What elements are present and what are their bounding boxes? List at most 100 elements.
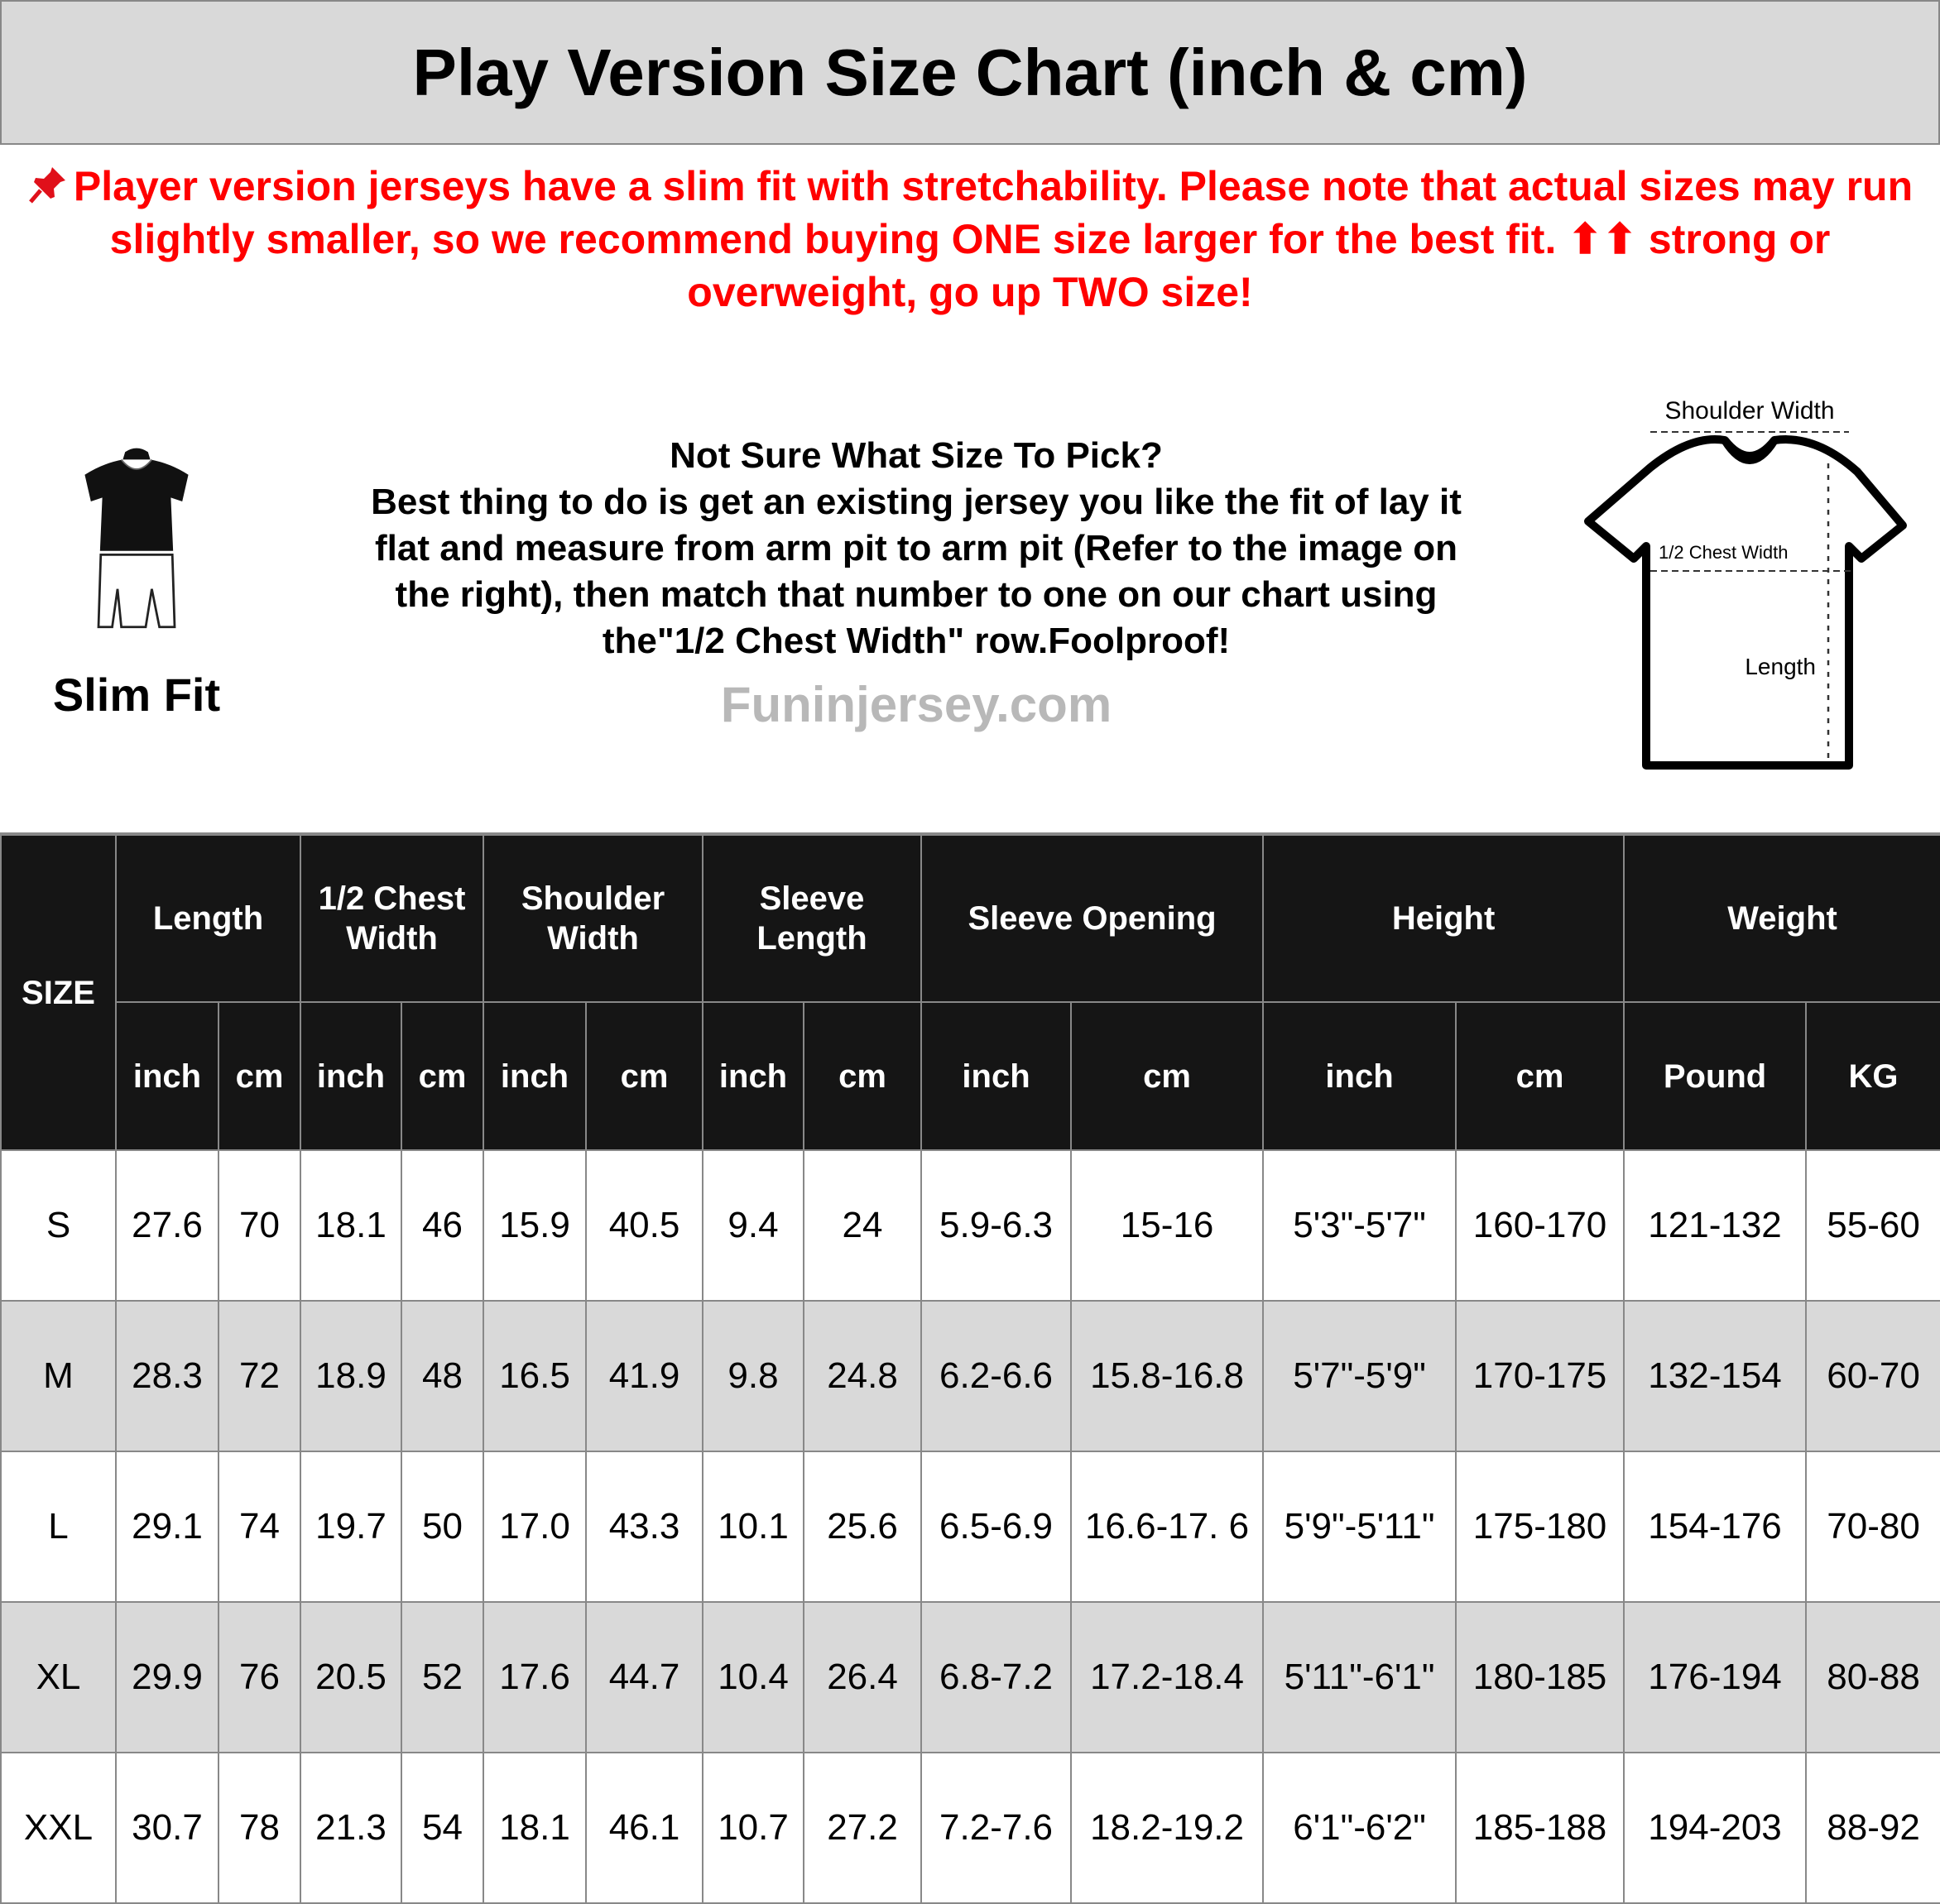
value-cell: 185-188: [1455, 1752, 1625, 1904]
value-cell: 88-92: [1805, 1752, 1940, 1904]
value-cell: 70-80: [1805, 1451, 1940, 1603]
value-cell: 5'11"-6'1": [1262, 1601, 1457, 1753]
unit-header: Pound: [1623, 1001, 1808, 1151]
value-cell: 121-132: [1623, 1149, 1808, 1302]
value-cell: 55-60: [1805, 1149, 1940, 1302]
group-header: 1/2 Chest Width: [299, 834, 485, 1003]
size-cell: XXL: [0, 1752, 117, 1904]
notice-line-1: Player version jerseys have a slim fit w…: [73, 163, 1914, 209]
value-cell: 9.8: [702, 1300, 805, 1452]
guide-line: flat and measure from arm pit to arm pit…: [375, 527, 1457, 568]
value-cell: 41.9: [585, 1300, 704, 1452]
size-header: SIZE: [0, 834, 117, 1151]
value-cell: 160-170: [1455, 1149, 1625, 1302]
value-cell: 5'7"-5'9": [1262, 1300, 1457, 1452]
value-cell: 30.7: [115, 1752, 219, 1904]
notice-line-3: go up TWO size!: [929, 269, 1253, 315]
value-cell: 20.5: [300, 1601, 402, 1753]
group-header: Height: [1262, 834, 1625, 1003]
value-cell: 6.8-7.2: [920, 1601, 1073, 1753]
size-cell: XL: [0, 1601, 117, 1753]
value-cell: 74: [218, 1451, 301, 1603]
unit-header: inch: [920, 1001, 1073, 1151]
value-cell: 6'1"-6'2": [1262, 1752, 1457, 1904]
value-cell: 194-203: [1623, 1752, 1808, 1904]
value-cell: 17.2-18.4: [1070, 1601, 1265, 1753]
guide-line: the right), then match that number to on…: [395, 573, 1438, 615]
value-cell: 154-176: [1623, 1451, 1808, 1603]
guide-heading: Not Sure What Size To Pick?: [670, 434, 1163, 476]
value-cell: 5'9"-5'11": [1262, 1451, 1457, 1603]
value-cell: 10.1: [702, 1451, 805, 1603]
size-cell: L: [0, 1451, 117, 1603]
shirt-measurement-diagram: Shoulder Width 1/2 Chest Width Length: [1584, 397, 1907, 770]
pushpin-icon: [28, 167, 65, 204]
fit-column: Slim Fit: [0, 444, 273, 722]
value-cell: 5.9-6.3: [920, 1149, 1073, 1302]
value-cell: 54: [400, 1752, 485, 1904]
value-cell: 52: [400, 1601, 485, 1753]
value-cell: 26.4: [803, 1601, 923, 1753]
value-cell: 16.5: [483, 1300, 588, 1452]
table-row: M 28.3 72 18.9 48 16.5 41.9 9.8 24.8 6.2-6.6 15.8-…: [0, 1300, 1940, 1452]
value-cell: 15.8-16.8: [1070, 1300, 1265, 1452]
chest-width-label: 1/2 Chest Width: [1659, 542, 1789, 563]
value-cell: 29.9: [115, 1601, 219, 1753]
value-cell: 29.1: [115, 1451, 219, 1603]
guide-line: the"1/2 Chest Width" row.Foolproof!: [602, 620, 1231, 661]
slim-fit-mannequin-icon: [84, 448, 189, 629]
table-row: S 27.6 70 18.1 46 15.9 40.5 9.4 24 5.9-6.3 15-16 5'…: [0, 1149, 1940, 1302]
group-header: Sleeve Opening: [920, 834, 1265, 1003]
value-cell: 170-175: [1455, 1300, 1625, 1452]
value-cell: 46.1: [585, 1752, 704, 1904]
title-band: Play Version Size Chart (inch & cm): [0, 0, 1940, 145]
value-cell: 17.6: [483, 1601, 588, 1753]
slim-fit-label: Slim Fit: [52, 669, 221, 721]
value-cell: 175-180: [1455, 1451, 1625, 1603]
value-cell: 15.9: [483, 1149, 588, 1302]
unit-header: cm: [218, 1001, 301, 1151]
group-header: Length: [115, 834, 301, 1003]
value-cell: 6.2-6.6: [920, 1300, 1073, 1452]
value-cell: 18.1: [300, 1149, 402, 1302]
group-header: Weight: [1623, 834, 1940, 1003]
value-cell: 180-185: [1455, 1601, 1625, 1753]
guide-line: Best thing to do is get an existing jers…: [371, 481, 1462, 522]
shoulder-width-label: Shoulder Width: [1664, 397, 1834, 424]
page-title: Play Version Size Chart (inch & cm): [412, 35, 1528, 109]
value-cell: 46: [400, 1149, 485, 1302]
value-cell: 60-70: [1805, 1300, 1940, 1452]
value-cell: 18.9: [300, 1300, 402, 1452]
value-cell: 176-194: [1623, 1601, 1808, 1753]
notice-line-2: slightly smaller, so we recommend buying…: [109, 216, 1831, 315]
watermark: Funinjersey.com: [720, 676, 1112, 732]
value-cell: 16.6-17. 6: [1070, 1451, 1265, 1603]
value-cell: 76: [218, 1601, 301, 1753]
value-cell: 6.5-6.9: [920, 1451, 1073, 1603]
table-row: XL 29.9 76 20.5 52 17.6 44.7 10.4 26.4 6.8-7.2 17.…: [0, 1601, 1940, 1753]
value-cell: 40.5: [585, 1149, 704, 1302]
unit-header: cm: [1070, 1001, 1265, 1151]
unit-header: inch: [115, 1001, 219, 1151]
size-table: SIZE Length 1/2 Chest Width Shoulder Wid…: [0, 834, 1940, 1904]
unit-header: cm: [1455, 1001, 1625, 1151]
value-cell: 18.1: [483, 1752, 588, 1904]
value-cell: 10.7: [702, 1752, 805, 1904]
group-header: Shoulder Width: [483, 834, 704, 1003]
value-cell: 50: [400, 1451, 485, 1603]
value-cell: 19.7: [300, 1451, 402, 1603]
guide-text: Not Sure What Size To Pick? Best thing t…: [273, 433, 1559, 734]
value-cell: 17.0: [483, 1451, 588, 1603]
value-cell: 7.2-7.6: [920, 1752, 1073, 1904]
unit-header: inch: [702, 1001, 805, 1151]
value-cell: 70: [218, 1149, 301, 1302]
value-cell: 80-88: [1805, 1601, 1940, 1753]
value-cell: 78: [218, 1752, 301, 1904]
value-cell: 15-16: [1070, 1149, 1265, 1302]
unit-header: KG: [1805, 1001, 1940, 1151]
table-row: L 29.1 74 19.7 50 17.0 43.3 10.1 25.6 6.5-6.9 16.6…: [0, 1451, 1940, 1603]
unit-header: cm: [585, 1001, 704, 1151]
size-cell: M: [0, 1300, 117, 1452]
value-cell: 24: [803, 1149, 923, 1302]
unit-row: inch cm inch cm inch cm inch cm inch cm inch cm Poun…: [1, 1001, 1940, 1151]
